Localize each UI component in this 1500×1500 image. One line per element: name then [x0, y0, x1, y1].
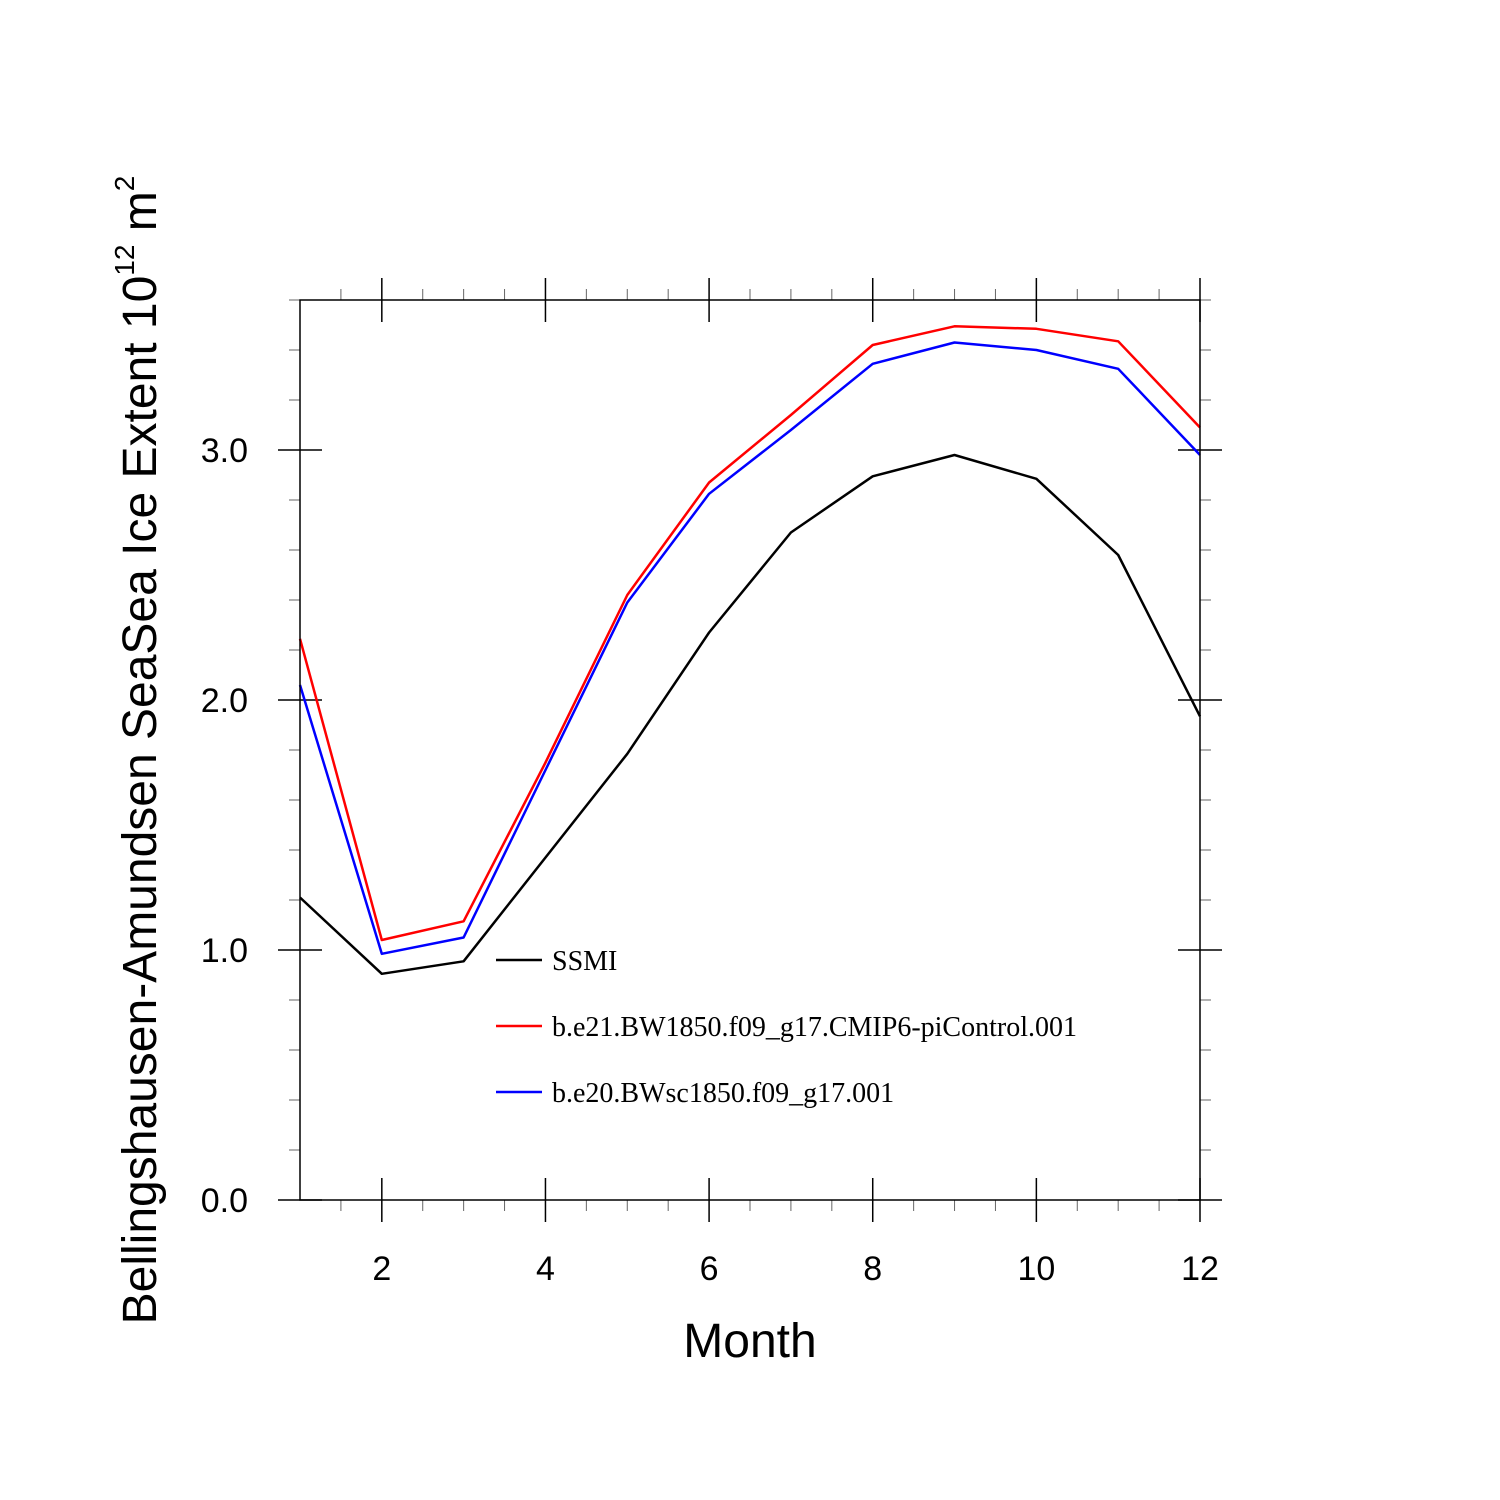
- series-lines: [298, 325, 1202, 976]
- series-line-0: [299, 453, 1202, 976]
- legend: SSMI b.e21.BW1850.f09_g17.CMIP6-piContro…: [496, 946, 1077, 1109]
- x-tick-label-1: 4: [536, 1250, 555, 1288]
- x-axis-title: Month: [683, 1315, 816, 1368]
- plot-frame: [299, 299, 1201, 1201]
- x-tick-label-2: 6: [700, 1250, 719, 1288]
- y-axis-title-unit: m: [114, 191, 167, 244]
- legend-label-cmip6-picontrol: b.e21.BW1850.f09_g17.CMIP6-piControl.001: [552, 1012, 1077, 1043]
- y-tick-label-3: 3.0: [201, 432, 248, 470]
- x-tick-label-3: 8: [863, 1250, 882, 1288]
- y-tick-label-0: 0.0: [201, 1182, 248, 1220]
- y-axis-title-main: Bellingshausen-Amundsen SeaSea Ice Exten…: [114, 276, 167, 1325]
- legend-label-bwsc1850: b.e20.BWsc1850.f09_g17.001: [552, 1078, 894, 1109]
- legend-label-ssmi: SSMI: [552, 946, 617, 977]
- minor-ticks: [289, 289, 1211, 1211]
- y-tick-labels: 0.0 1.0 2.0 3.0: [201, 432, 248, 1220]
- x-tick-label-0: 2: [372, 1250, 391, 1288]
- y-axis-title: Bellingshausen-Amundsen SeaSea Ice Exten…: [109, 176, 167, 1325]
- y-axis-title-exponent: 12: [109, 245, 140, 276]
- series-line-1: [298, 325, 1201, 942]
- y-tick-label-1: 1.0: [201, 932, 248, 970]
- y-tick-label-2: 2.0: [201, 682, 248, 720]
- series-line-2: [298, 341, 1201, 956]
- x-tick-label-5: 12: [1181, 1250, 1219, 1288]
- x-tick-label-4: 10: [1017, 1250, 1055, 1288]
- x-tick-labels: 2 4 6 8 10 12: [372, 1250, 1219, 1288]
- y-axis-title-unit-exponent: 2: [109, 176, 140, 192]
